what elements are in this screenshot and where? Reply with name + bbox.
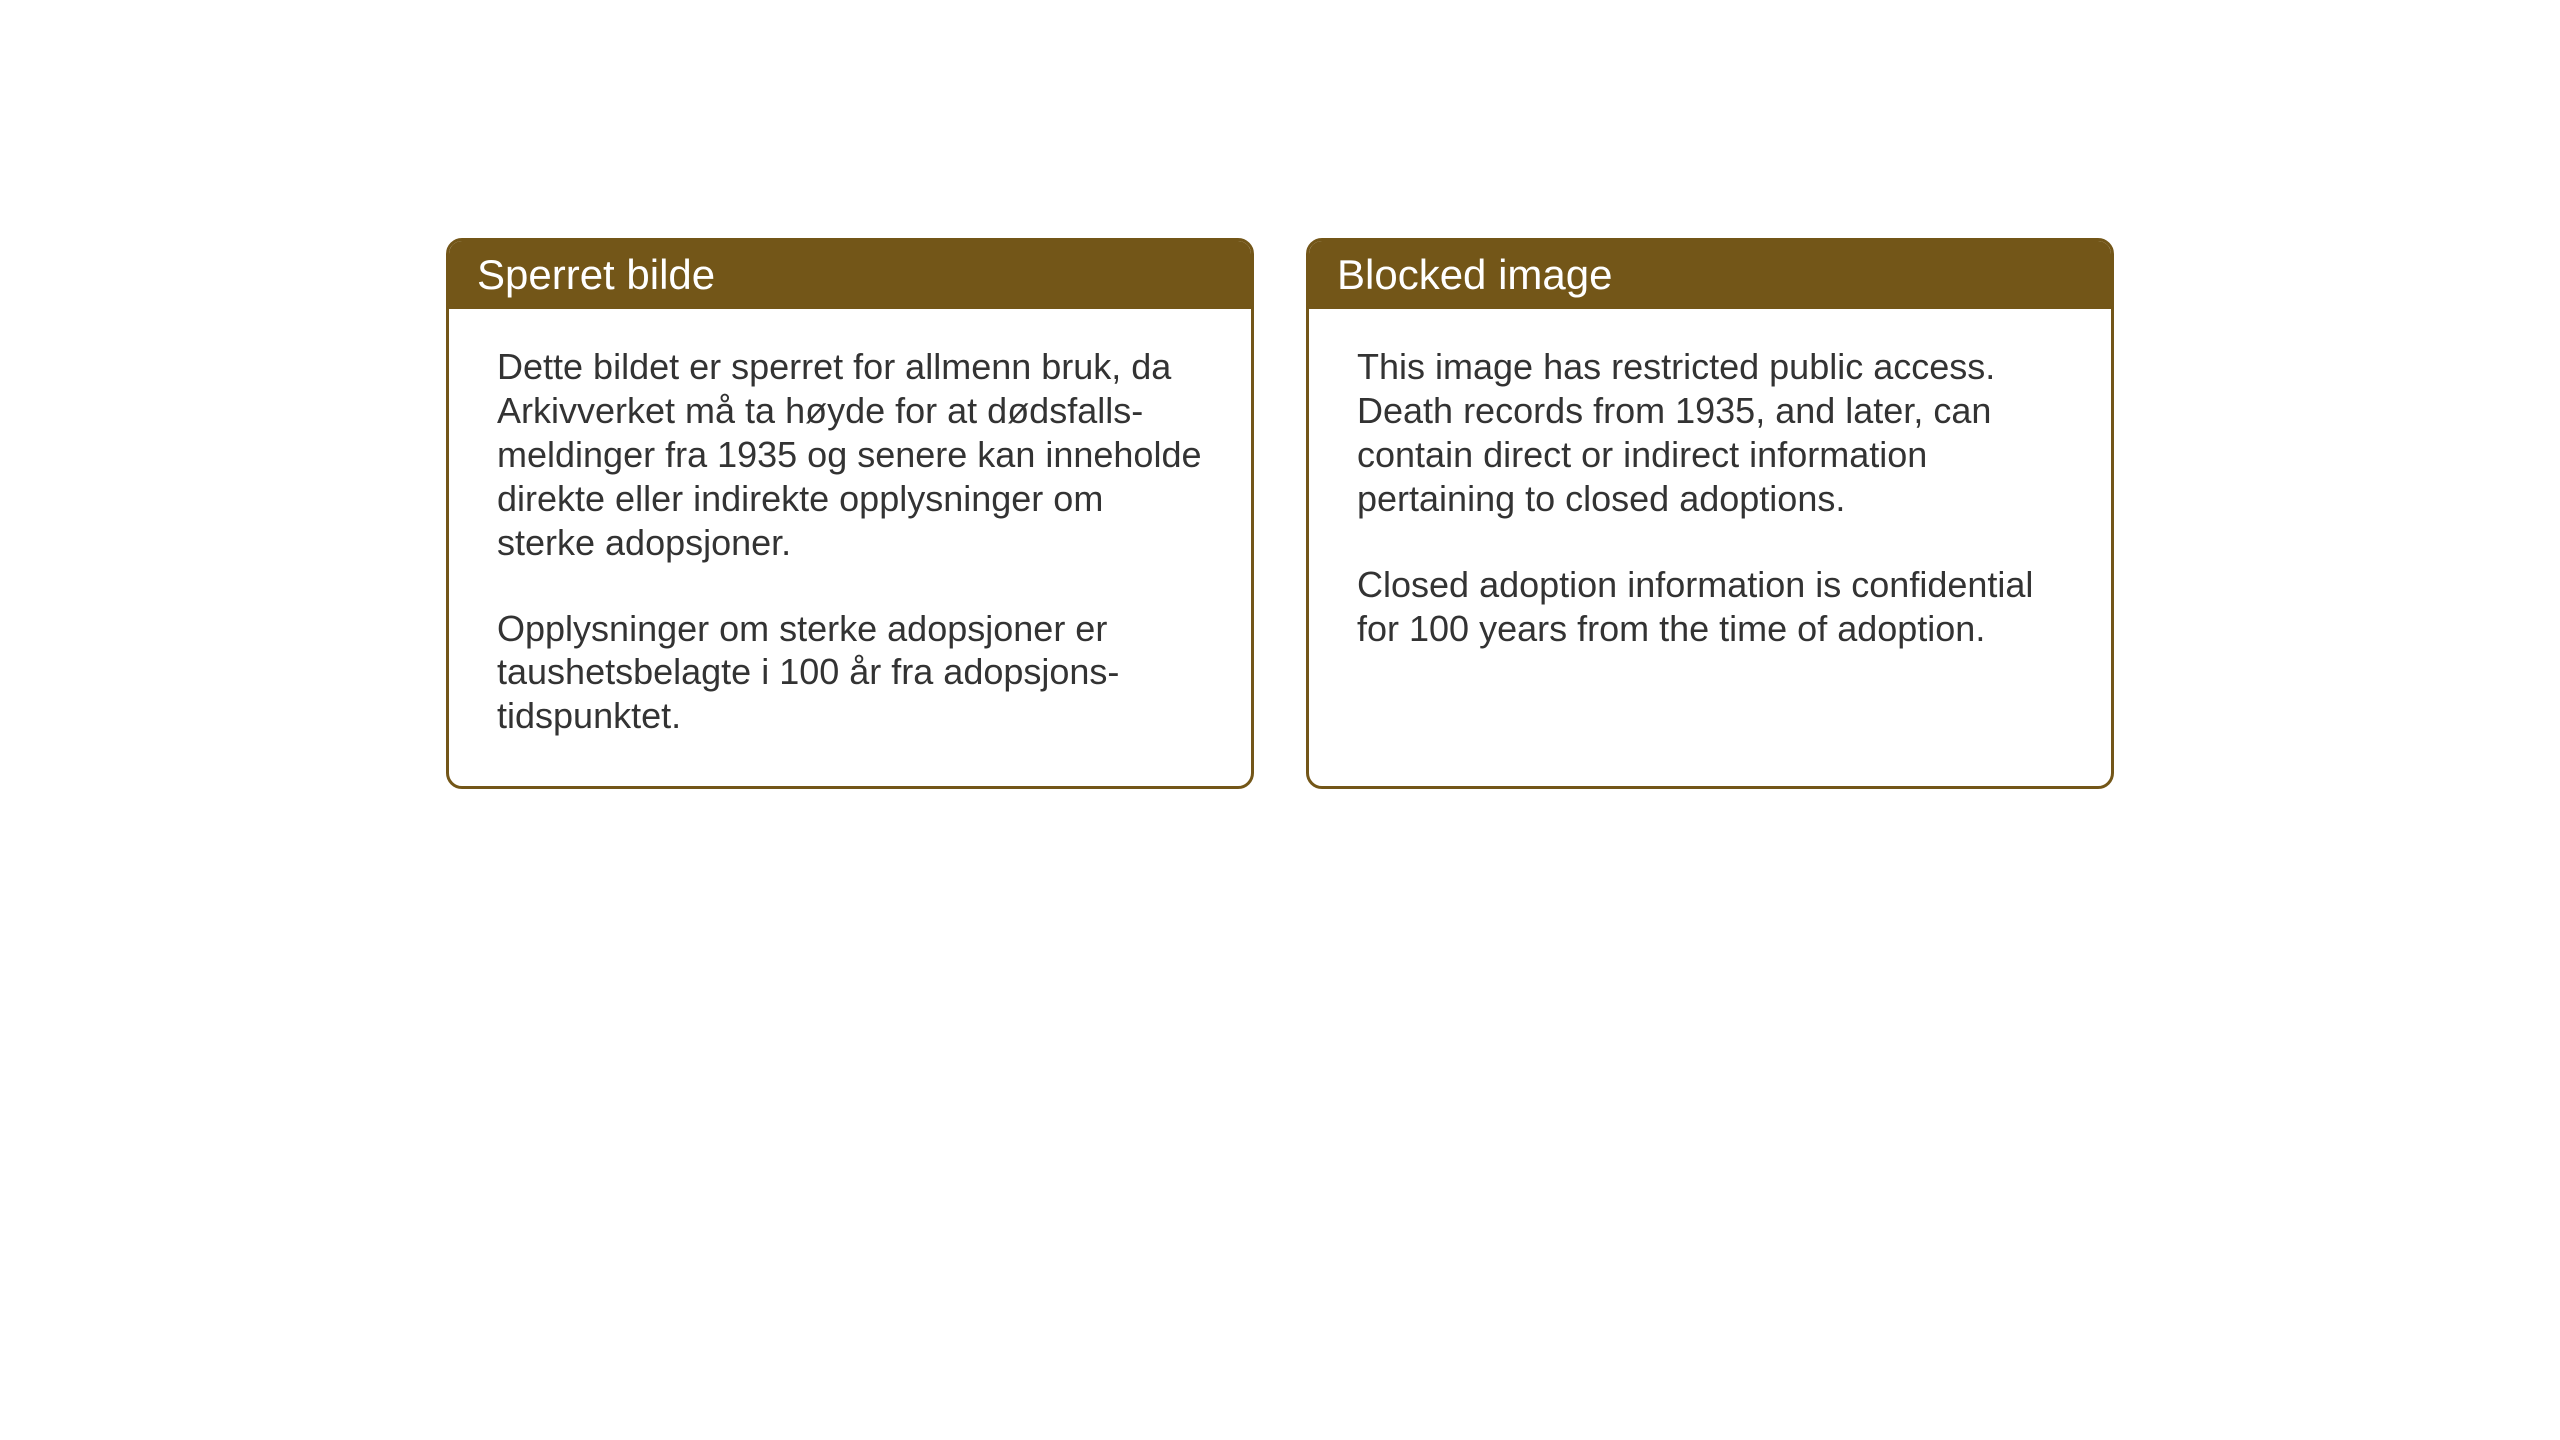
english-card-title: Blocked image — [1337, 251, 1612, 298]
english-card: Blocked image This image has restricted … — [1306, 238, 2114, 789]
english-card-header: Blocked image — [1309, 241, 2111, 309]
english-card-body: This image has restricted public access.… — [1309, 309, 2111, 698]
cards-container: Sperret bilde Dette bildet er sperret fo… — [446, 238, 2114, 789]
english-paragraph-2: Closed adoption information is confident… — [1357, 563, 2063, 651]
norwegian-card-title: Sperret bilde — [477, 251, 715, 298]
norwegian-paragraph-2: Opplysninger om sterke adopsjoner er tau… — [497, 607, 1203, 739]
norwegian-paragraph-1: Dette bildet er sperret for allmenn bruk… — [497, 345, 1203, 565]
norwegian-card-header: Sperret bilde — [449, 241, 1251, 309]
english-paragraph-1: This image has restricted public access.… — [1357, 345, 2063, 521]
norwegian-card: Sperret bilde Dette bildet er sperret fo… — [446, 238, 1254, 789]
norwegian-card-body: Dette bildet er sperret for allmenn bruk… — [449, 309, 1251, 786]
